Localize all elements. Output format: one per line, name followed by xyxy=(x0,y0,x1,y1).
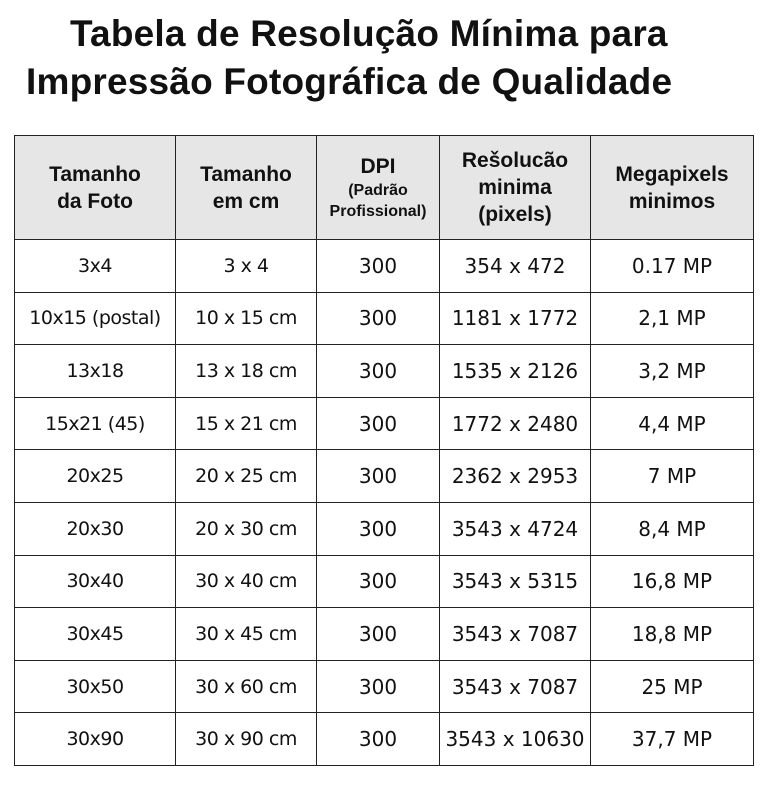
cell-resolution: 3543 x 10630 xyxy=(439,712,591,766)
cell-size-cm: 30 x 60 cm xyxy=(175,659,317,714)
cell-megapixels: 2,1 MP xyxy=(590,291,754,346)
cell-size-cm: 20 x 30 cm xyxy=(175,501,317,556)
cell-dpi: 300 xyxy=(316,607,440,661)
cell-megapixels: 4,4 MP xyxy=(590,396,754,451)
cell-size-cm: 30 x 40 cm xyxy=(175,554,317,609)
cell-megapixels: 3,2 MP xyxy=(590,344,754,398)
cell-photo-size: 30x45 xyxy=(14,607,176,661)
header-dpi-sub: (Padrão Profissional) xyxy=(329,182,427,220)
cell-dpi: 300 xyxy=(316,239,440,293)
header-photo-size-line1: Tamanho xyxy=(49,162,141,186)
title-line-1: Tabela de Resolução Mínima para xyxy=(70,13,668,54)
table-row: 20x25 20 x 25 cm 300 2362 x 2953 7 MP xyxy=(14,449,754,503)
header-min-resolution-line1: Rešolucão xyxy=(461,149,569,172)
header-min-resolution: Rešolucão minima (pixels) xyxy=(439,135,591,240)
cell-dpi: 300 xyxy=(316,344,440,398)
cell-dpi: 300 xyxy=(316,291,440,346)
cell-size-cm: 20 x 25 cm xyxy=(175,449,317,503)
table-row: 30x90 30 x 90 cm 300 3543 x 10630 37,7 M… xyxy=(14,712,754,766)
cell-dpi: 300 xyxy=(316,712,440,766)
cell-dpi: 300 xyxy=(316,501,440,556)
table-row: 3x4 3 x 4 300 354 x 472 0.17 MP xyxy=(14,239,754,293)
cell-photo-size: 20x25 xyxy=(14,449,176,503)
table-row: 30x40 30 x 40 cm 300 3543 x 5315 16,8 MP xyxy=(14,554,754,609)
cell-dpi: 300 xyxy=(316,659,440,714)
header-dpi-line1: DPI xyxy=(360,155,396,178)
header-photo-size-line2: da Foto xyxy=(57,189,133,213)
cell-size-cm: 15 x 21 cm xyxy=(175,396,317,451)
cell-resolution: 3543 x 4724 xyxy=(439,501,591,556)
cell-resolution: 1181 x 1772 xyxy=(439,291,591,346)
header-size-cm-line1: Tamanho xyxy=(200,162,292,186)
cell-dpi: 300 xyxy=(316,396,440,451)
cell-photo-size: 30x40 xyxy=(14,554,176,609)
cell-megapixels: 18,8 MP xyxy=(590,607,754,661)
table-row: 13x18 13 x 18 cm 300 1535 x 2126 3,2 MP xyxy=(14,344,754,398)
cell-size-cm: 10 x 15 cm xyxy=(175,291,317,346)
header-dpi: DPI (Padrão Profissional) xyxy=(316,135,440,240)
table-row: 30x45 30 x 45 cm 300 3543 x 7087 18,8 MP xyxy=(14,607,754,661)
header-size-cm: Tamanho em cm xyxy=(175,135,317,240)
cell-photo-size: 30x90 xyxy=(14,712,176,766)
cell-size-cm: 13 x 18 cm xyxy=(175,344,317,398)
table-row: 10x15 (postal) 10 x 15 cm 300 1181 x 177… xyxy=(14,291,754,346)
cell-size-cm: 30 x 45 cm xyxy=(175,607,317,661)
cell-resolution: 3543 x 5315 xyxy=(439,554,591,609)
header-photo-size: Tamanho da Foto xyxy=(14,135,176,240)
cell-dpi: 300 xyxy=(316,554,440,609)
header-min-megapixels-line2: minimos xyxy=(628,189,716,213)
cell-megapixels: 7 MP xyxy=(590,449,754,503)
table-body: 3x4 3 x 4 300 354 x 472 0.17 MP 10x15 (p… xyxy=(14,239,754,766)
cell-megapixels: 25 MP xyxy=(590,659,754,714)
table-row: 15x21 (45) 15 x 21 cm 300 1772 x 2480 4,… xyxy=(14,396,754,451)
cell-megapixels: 0.17 MP xyxy=(590,239,754,293)
table-row: 30x50 30 x 60 cm 300 3543 x 7087 25 MP xyxy=(14,659,754,714)
cell-resolution: 3543 x 7087 xyxy=(439,607,591,661)
header-min-megapixels-line1: Megapixels xyxy=(615,162,729,186)
cell-photo-size: 20x30 xyxy=(14,501,176,556)
cell-size-cm: 30 x 90 cm xyxy=(175,712,317,766)
cell-resolution: 3543 x 7087 xyxy=(439,659,591,714)
header-min-resolution-line2: minima xyxy=(478,176,552,199)
table-header: Tamanho da Foto Tamanho em cm DPI (Padrã… xyxy=(14,135,754,240)
cell-resolution: 1772 x 2480 xyxy=(439,396,591,451)
cell-photo-size: 13x18 xyxy=(14,344,176,398)
header-size-cm-line2: em cm xyxy=(212,189,280,213)
resolution-table: Tamanho da Foto Tamanho em cm DPI (Padrã… xyxy=(14,135,754,766)
header-min-resolution-line3: (pixels) xyxy=(478,203,552,226)
cell-resolution: 2362 x 2953 xyxy=(439,449,591,503)
cell-dpi: 300 xyxy=(316,449,440,503)
cell-photo-size: 3x4 xyxy=(14,239,176,293)
title-line-2: Impressão Fotográfica de Qualidade xyxy=(26,61,673,102)
header-row: Tamanho da Foto Tamanho em cm DPI (Padrã… xyxy=(14,135,754,240)
cell-megapixels: 16,8 MP xyxy=(590,554,754,609)
cell-size-cm: 3 x 4 xyxy=(175,239,317,293)
cell-photo-size: 30x50 xyxy=(14,659,176,714)
cell-megapixels: 37,7 MP xyxy=(590,712,754,766)
table-row: 20x30 20 x 30 cm 300 3543 x 4724 8,4 MP xyxy=(14,501,754,556)
cell-photo-size: 10x15 (postal) xyxy=(14,291,176,346)
cell-photo-size: 15x21 (45) xyxy=(14,396,176,451)
page-title: Tabela de Resolução Mínima para Impressã… xyxy=(0,10,768,106)
cell-megapixels: 8,4 MP xyxy=(590,501,754,556)
header-min-megapixels: Megapixels minimos xyxy=(590,135,754,240)
cell-resolution: 354 x 472 xyxy=(439,239,591,293)
cell-resolution: 1535 x 2126 xyxy=(439,344,591,398)
